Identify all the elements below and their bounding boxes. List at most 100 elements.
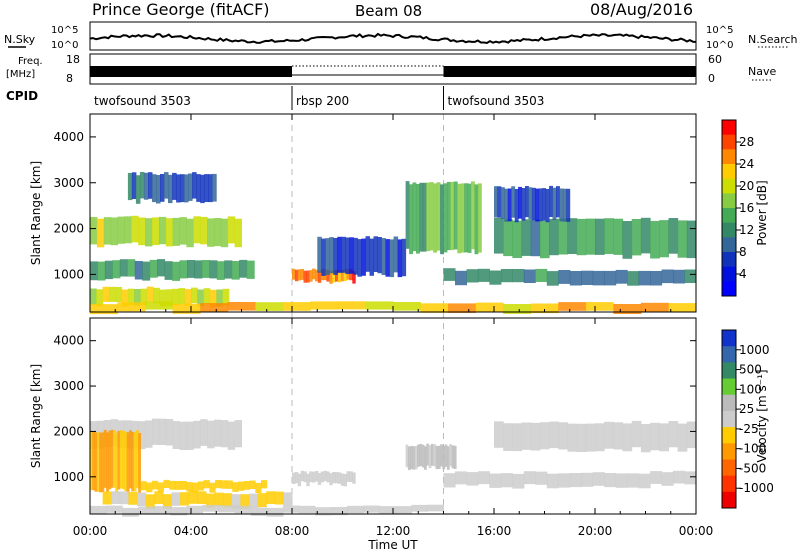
power-cell bbox=[139, 172, 145, 199]
power-cell bbox=[168, 174, 173, 204]
nave-tick-top: 60 bbox=[708, 53, 722, 66]
power-cell bbox=[157, 259, 166, 277]
velocity-cell bbox=[673, 470, 685, 484]
velocity-cell bbox=[292, 472, 296, 484]
freq-label: Freq. bbox=[18, 56, 43, 67]
colorbar-swatch bbox=[722, 120, 736, 136]
velocity-cell bbox=[214, 419, 222, 447]
power-cell bbox=[549, 218, 559, 256]
power-cell bbox=[466, 269, 479, 283]
colorbar-tick-label-1: 500 bbox=[739, 363, 762, 377]
velocity-cell bbox=[226, 480, 233, 489]
colorbar-tick-label-2: 100 bbox=[739, 382, 762, 396]
power-cell bbox=[353, 237, 358, 275]
power-cell bbox=[464, 183, 469, 253]
power-colorbar: 28 24 20 16 12 8 4 bbox=[721, 119, 754, 297]
colorbar-swatch bbox=[722, 394, 736, 412]
velocity-cell bbox=[179, 421, 187, 450]
colorbar-swatch bbox=[722, 149, 736, 165]
power-cell bbox=[152, 174, 157, 203]
power-cell bbox=[282, 302, 311, 311]
power-cell bbox=[365, 301, 394, 310]
velocity-cell bbox=[419, 444, 423, 466]
power-cell bbox=[361, 238, 366, 276]
velocity-cell bbox=[523, 471, 536, 485]
velocity-cell bbox=[442, 445, 446, 470]
freq-block-2 bbox=[443, 66, 696, 77]
colorbar-swatch bbox=[722, 427, 736, 444]
velocity-cell bbox=[631, 420, 642, 448]
power-cell bbox=[677, 220, 688, 258]
velocity-cell bbox=[282, 505, 300, 513]
power-cell bbox=[627, 271, 640, 286]
velocity-cell bbox=[106, 505, 123, 513]
velocity-cell bbox=[249, 480, 256, 489]
velocity-cell bbox=[186, 505, 203, 514]
xtick-label-2: 08:00 bbox=[275, 524, 310, 538]
power-cell bbox=[110, 217, 119, 246]
velocity-cell bbox=[154, 491, 164, 504]
power-cell bbox=[668, 218, 679, 254]
colorbar-tick-label-0: 1000 bbox=[739, 343, 770, 357]
velocity-cell bbox=[395, 506, 412, 514]
velocity-cell bbox=[615, 473, 628, 488]
velocity-cell bbox=[227, 421, 236, 450]
velocity-cell bbox=[595, 423, 605, 452]
power-cell bbox=[393, 302, 421, 311]
power-cell bbox=[300, 269, 304, 280]
power-cell bbox=[650, 220, 660, 259]
power-cell bbox=[149, 259, 158, 278]
velocity-cell bbox=[346, 471, 350, 482]
velocity-cell bbox=[209, 482, 216, 493]
velocity-cell bbox=[117, 430, 121, 490]
power-cell bbox=[227, 302, 256, 311]
velocity-cell bbox=[129, 430, 132, 489]
power-cell bbox=[507, 188, 512, 222]
power-cell bbox=[222, 288, 230, 306]
power-cell bbox=[518, 186, 522, 219]
power-cell bbox=[393, 236, 399, 273]
velocity-cell bbox=[158, 418, 167, 445]
velocity-cell bbox=[152, 480, 159, 490]
power-cell bbox=[337, 270, 342, 283]
velocity-heatmap bbox=[90, 418, 697, 517]
nsky-tick-left-top: 10^5 bbox=[51, 25, 78, 36]
velocity-cell bbox=[530, 422, 541, 451]
velocity-cell bbox=[352, 472, 356, 484]
velocity-cell bbox=[115, 432, 119, 493]
velocity-cell bbox=[145, 494, 155, 509]
power-cell bbox=[138, 217, 146, 246]
velocity-cell bbox=[453, 445, 457, 469]
nave-tick-bottom: 0 bbox=[708, 72, 715, 85]
power-cell bbox=[135, 175, 141, 204]
power-cell bbox=[165, 218, 174, 247]
velocity-cell bbox=[111, 491, 121, 504]
power-cell bbox=[405, 181, 410, 249]
velocity-cell bbox=[414, 446, 418, 470]
velocity-cell bbox=[220, 480, 227, 489]
xtick-label-4: 16:00 bbox=[477, 524, 512, 538]
colorbar-swatch bbox=[722, 475, 736, 493]
power-cell bbox=[352, 271, 356, 284]
power-cell bbox=[192, 172, 197, 199]
colorbar-swatch bbox=[722, 281, 736, 297]
power-cell bbox=[187, 260, 195, 278]
velocity-cell bbox=[119, 430, 123, 489]
velocity-cell bbox=[569, 473, 582, 488]
velocity-cell bbox=[108, 430, 112, 490]
power-cell bbox=[369, 238, 374, 276]
nave-label: Nave bbox=[748, 65, 776, 78]
velocity-cell bbox=[96, 432, 100, 492]
power-cell bbox=[115, 287, 123, 303]
power-cell bbox=[203, 288, 211, 305]
xtick-label-0: 00:00 bbox=[73, 524, 108, 538]
velocity-cell bbox=[363, 505, 380, 513]
velocity-cell bbox=[312, 471, 316, 483]
power-cell bbox=[419, 182, 424, 252]
power-cell bbox=[321, 238, 326, 276]
velocity-cell bbox=[379, 506, 396, 514]
velocity-cell bbox=[174, 481, 182, 490]
power-cell bbox=[494, 217, 504, 254]
velocity-cell bbox=[180, 492, 190, 506]
velocity-cell bbox=[122, 507, 139, 517]
